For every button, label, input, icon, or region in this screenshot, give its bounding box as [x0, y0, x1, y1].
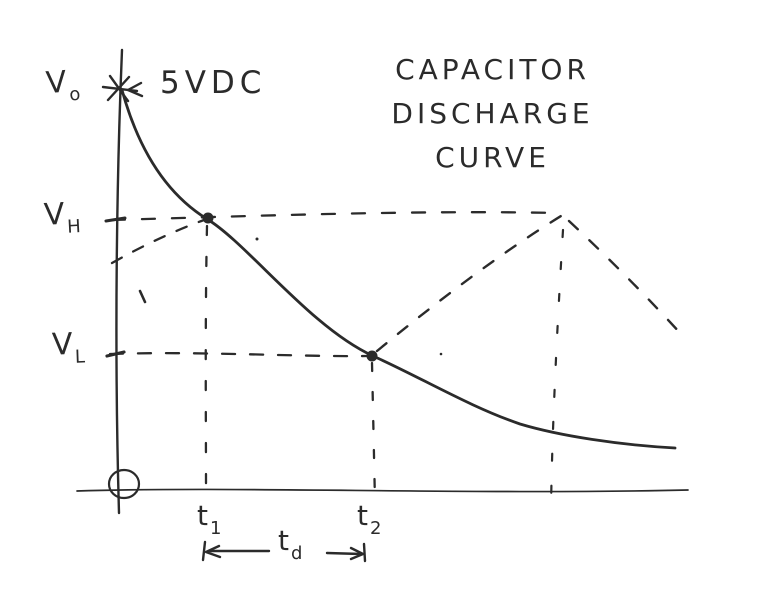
vl-label-sub: L: [74, 346, 87, 368]
title-line-1: CAPACITOR: [395, 53, 590, 86]
title-line-3: CURVE: [435, 141, 550, 174]
v0-label-base: V: [44, 64, 69, 102]
td-right-line: [325, 551, 363, 556]
vl-label-base: V: [51, 326, 75, 363]
t1-label-sub: 1: [209, 518, 223, 539]
t2-label: t2: [357, 499, 381, 538]
t1-vertical-dashed-line: [204, 224, 209, 488]
t2-label-base: t: [357, 499, 369, 532]
t1-label-base: t: [197, 499, 209, 532]
charge-ramp-left-dashed: [110, 218, 206, 265]
stray-speck-1: [255, 237, 259, 241]
point-t2-vl: [366, 350, 378, 362]
point-t1-vh: [202, 212, 214, 224]
supply-voltage-label: 5VDC: [160, 65, 267, 101]
stray-pen-dash: [138, 289, 147, 304]
vl-threshold-dashed-line: [108, 352, 370, 358]
next-peak-vertical-dashed-line: [549, 228, 565, 512]
td-dimension: [201, 540, 367, 563]
vh-label: VH: [43, 196, 82, 238]
td-label-sub: d: [290, 543, 304, 564]
y-axis: [115, 48, 124, 515]
curve-start-marker: [101, 74, 144, 103]
vl-label: VL: [51, 326, 86, 368]
td-right-arrowhead: [349, 546, 365, 561]
t1-label: t1: [197, 499, 221, 538]
vh-label-base: V: [43, 196, 67, 233]
recharge-ramp-dashed: [375, 214, 563, 353]
vh-threshold-dashed-line: [110, 211, 558, 222]
td-left-tick: [201, 540, 207, 562]
t2-vertical-dashed-line: [370, 361, 377, 504]
sketch-title: CAPACITOR DISCHARGE CURVE: [350, 48, 635, 180]
vh-label-sub: H: [66, 216, 83, 238]
td-label-base: t: [278, 524, 290, 557]
v0-label-sub: o: [68, 83, 83, 106]
origin-circle: [107, 468, 141, 500]
td-left-arrowhead: [204, 544, 222, 559]
x-axis: [76, 488, 689, 493]
title-line-2: DISCHARGE: [391, 97, 594, 130]
stray-speck-2: [439, 352, 443, 356]
discharge-ramp-right-dashed: [567, 219, 683, 336]
v0-label: Vo: [44, 64, 82, 106]
td-label: td: [278, 524, 302, 563]
t2-label-sub: 2: [369, 518, 383, 539]
td-right-tick: [362, 542, 367, 563]
